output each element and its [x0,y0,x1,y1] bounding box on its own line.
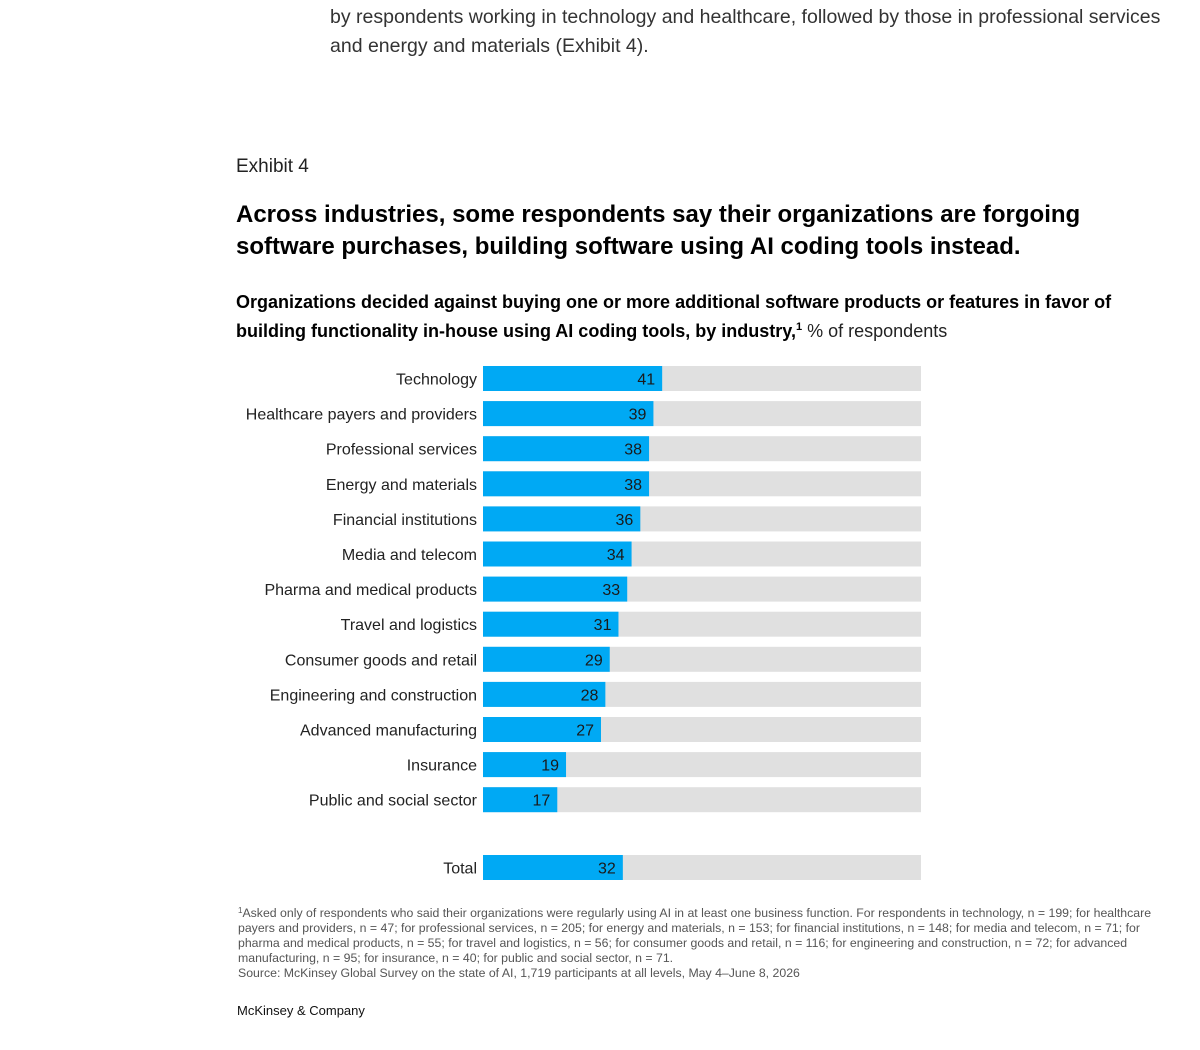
category-label: Public and social sector [309,793,478,810]
bar-row: Insurance 19 [407,752,921,778]
bar-row: Energy and materials 38 [326,471,921,497]
bar [483,717,601,742]
data-label: 27 [576,723,594,740]
bar [483,436,650,462]
source-note: Source: McKinsey Global Survey on the st… [238,966,800,980]
chart-subtitle: Organizations decided against buying one… [236,290,1156,344]
data-label: 29 [585,652,603,669]
subtitle-footnote-marker: 1 [795,321,803,333]
category-label: Technology [396,372,477,389]
data-label: 34 [607,547,625,564]
category-label: Insurance [407,758,477,775]
footnote-marker: 1 [238,906,243,915]
category-label: Media and telecom [342,547,477,564]
bar-row: Professional services 38 [326,436,921,462]
category-label: Pharma and medical products [264,582,477,599]
bar [483,681,606,707]
data-label: 41 [637,372,655,389]
bar-row: Healthcare payers and providers 39 [246,401,921,427]
bar-total [483,855,623,880]
exhibit-title-line-1: Across industries, some respondents say … [236,201,1081,228]
data-label: 36 [616,512,634,529]
category-label: Engineering and construction [270,687,477,704]
bar-row: Consumer goods and retail 29 [285,646,921,672]
intro-line-1: by respondents working in technology and… [330,6,1161,28]
bar [483,401,654,427]
data-label: 31 [594,617,612,634]
category-label: Financial institutions [333,512,477,529]
bar [483,787,558,813]
exhibit-title: Across industries, some respondents say … [236,199,1156,263]
bar-row: Pharma and medical products 33 [264,576,921,602]
intro-line-2: and energy and materials (Exhibit 4). [330,35,649,57]
bar-row-total: Total 32 [443,855,921,880]
chart-subtitle-text: Organizations decided against buying one… [236,292,1112,341]
bar [483,576,628,602]
chart-unit-label: % of respondents [807,321,948,341]
bar-row: Financial institutions 36 [333,506,921,532]
data-label: 28 [581,687,599,704]
footnote: 1Asked only of respondents who said thei… [238,903,1178,981]
bar [483,366,663,391]
bar-row: Advanced manufacturing 27 [300,717,921,742]
data-label: 32 [598,861,616,878]
bar [483,506,641,532]
footnote-text: Asked only of respondents who said their… [238,906,1152,965]
bar [483,541,632,567]
bar-row: Travel and logistics 31 [341,611,921,637]
category-label: Advanced manufacturing [300,723,477,740]
data-label: 17 [532,793,550,810]
bar [483,611,619,637]
data-label: 19 [541,758,559,775]
bar-row: Technology 41 [396,366,921,391]
bar [483,646,610,672]
category-label: Healthcare payers and providers [246,407,477,424]
data-label: 38 [624,442,642,459]
bar [483,752,567,778]
exhibit-title-line-2: software purchases, building software us… [236,233,1021,260]
category-label: Energy and materials [326,477,477,494]
data-label: 38 [624,477,642,494]
bar-row: Engineering and construction 28 [270,681,921,707]
bar [483,471,650,497]
bar-row: Media and telecom 34 [342,541,921,567]
bar-row: Public and social sector 17 [309,787,921,813]
category-label: Travel and logistics [341,617,477,634]
exhibit-label: Exhibit 4 [236,156,309,177]
category-label: Professional services [326,442,477,459]
data-label: 39 [629,407,647,424]
intro-paragraph: by respondents working in technology and… [330,3,1170,61]
brand-logo-text: McKinsey & Company [237,1003,365,1018]
category-label: Total [443,861,477,878]
category-label: Consumer goods and retail [285,652,477,669]
data-label: 33 [602,582,620,599]
